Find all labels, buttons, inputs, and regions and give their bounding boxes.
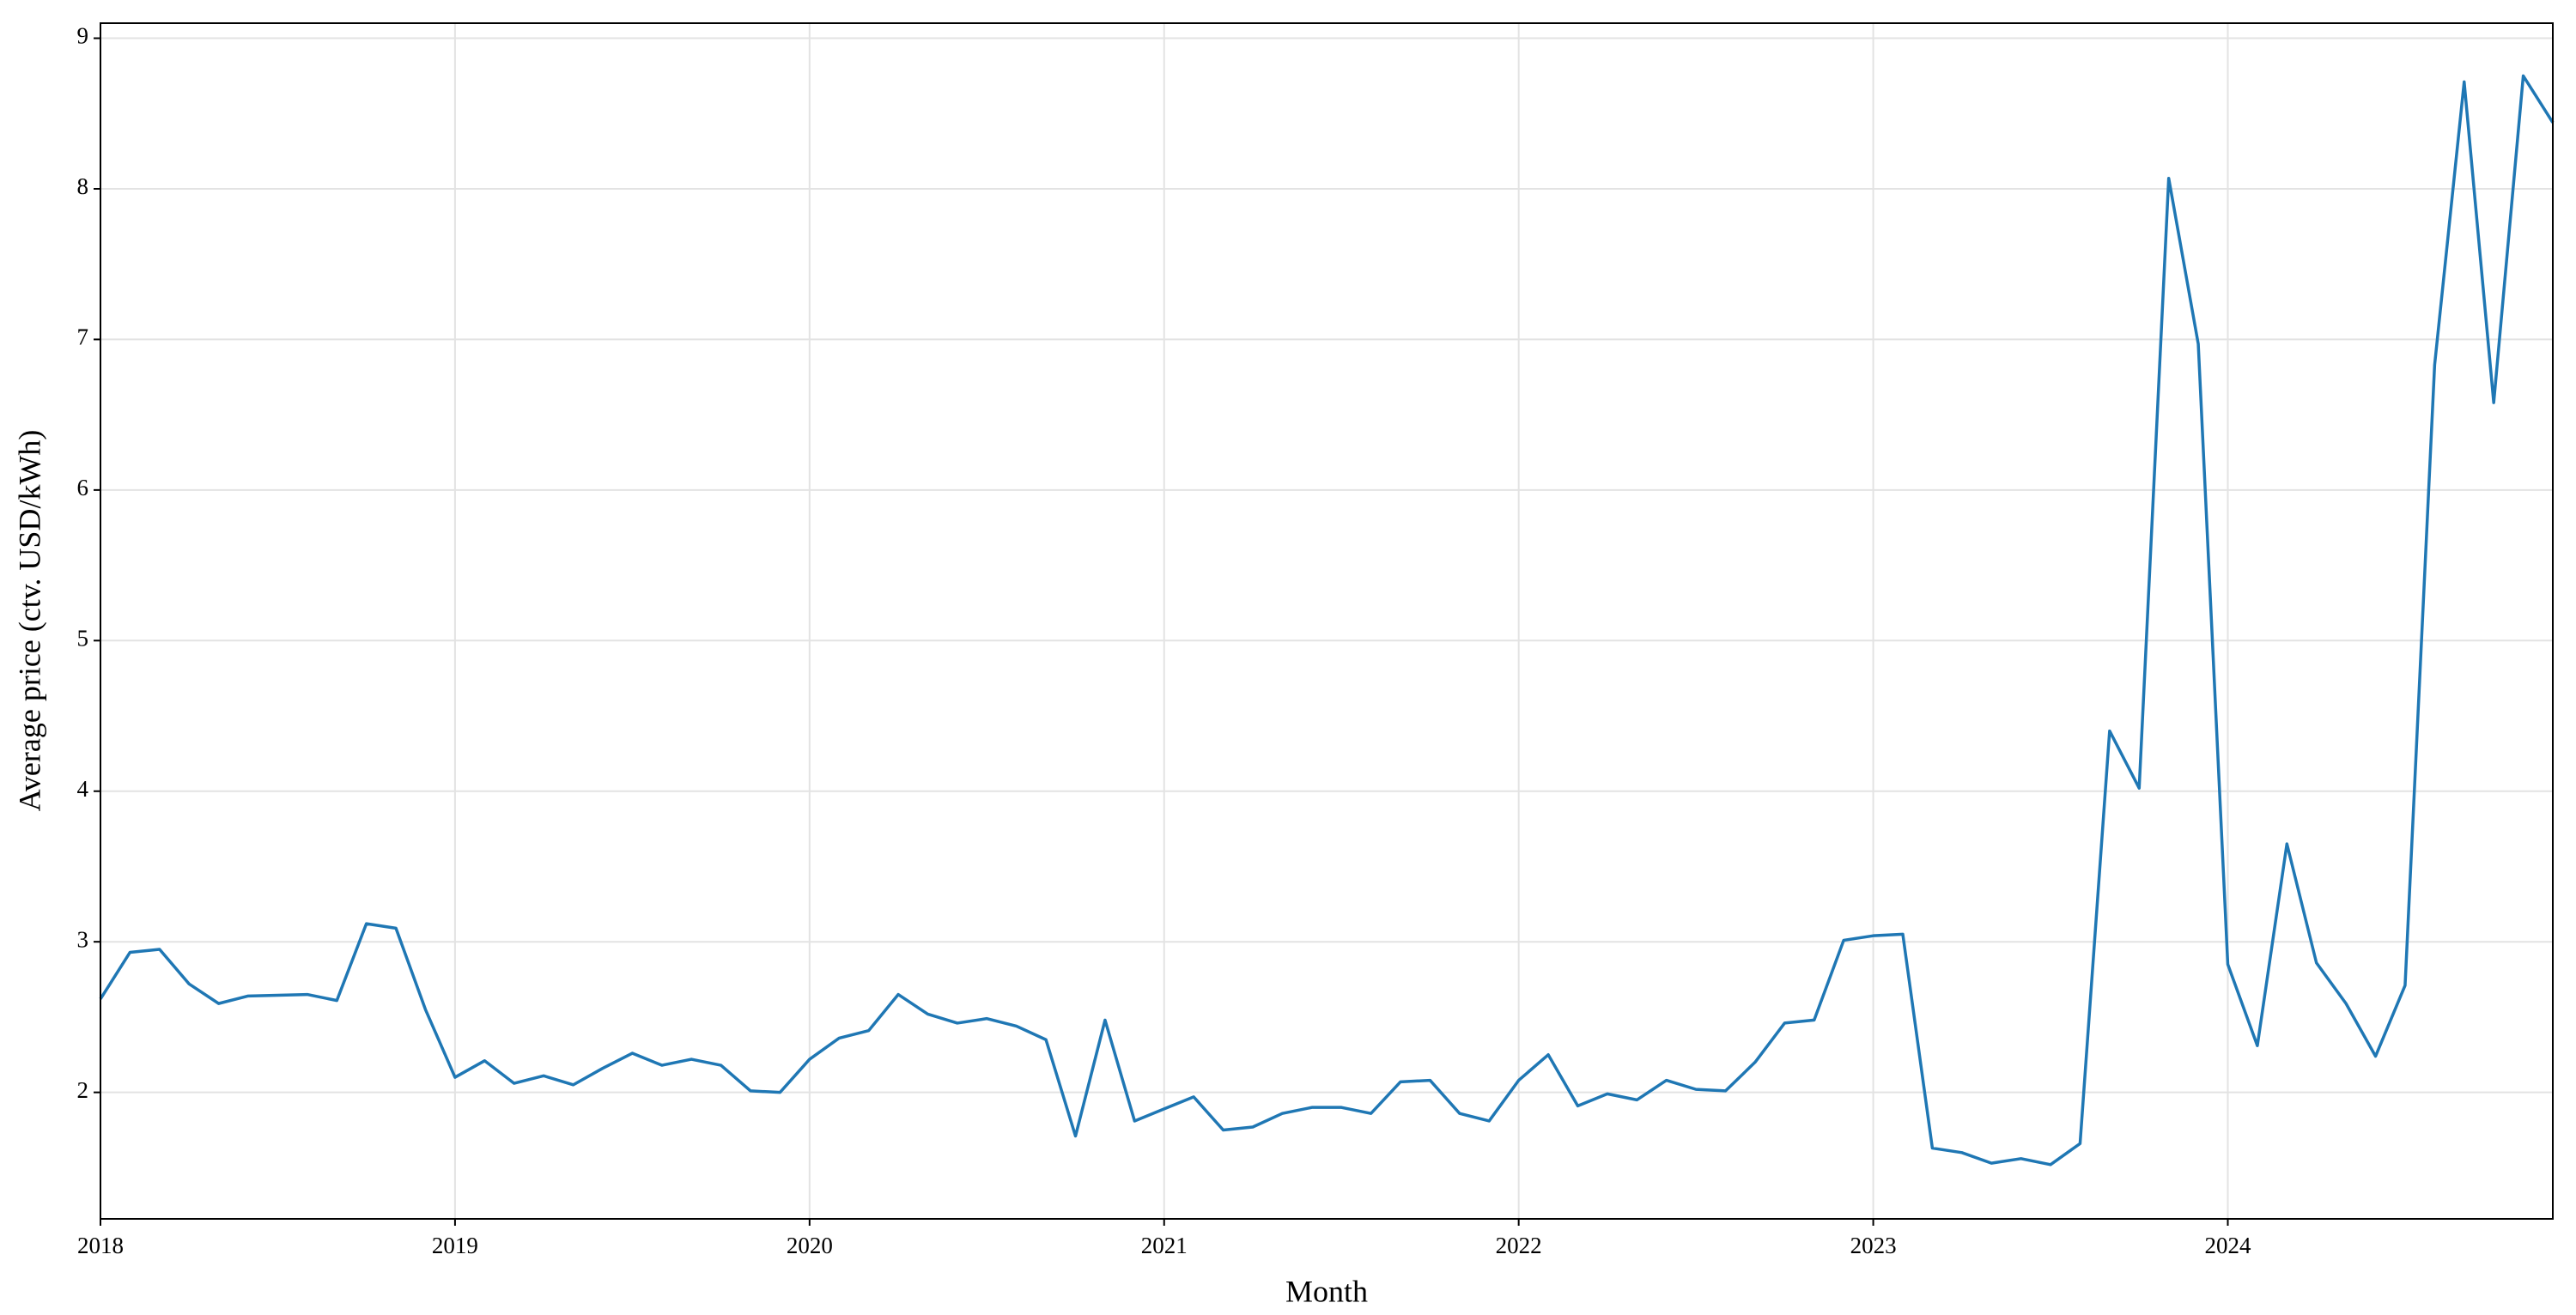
line	[99, 74, 2555, 1167]
x-tick-label: 2024	[2204, 1233, 2251, 1258]
x-tick-label: 2020	[787, 1233, 833, 1258]
y-tick-label: 4	[77, 776, 89, 802]
x-tick-label: 2018	[77, 1233, 124, 1258]
y-tick-label: 3	[77, 926, 89, 952]
y-tick-label: 8	[77, 173, 89, 199]
x-tick-label: 2022	[1496, 1233, 1542, 1258]
x-tick-label: 2019	[432, 1233, 478, 1258]
plot-frame	[100, 22, 2554, 1220]
y-tick-label: 2	[77, 1077, 89, 1103]
x-tick-label: 2021	[1141, 1233, 1188, 1258]
y-tick-label: 7	[77, 324, 89, 350]
y-tick-label: 6	[77, 475, 89, 500]
x-axis-label: Month	[1285, 1274, 1368, 1308]
y-tick-label: 5	[77, 626, 89, 651]
x-tick-label: 2023	[1850, 1233, 1897, 1258]
y-tick-label: 9	[77, 23, 89, 49]
y-axis-label: Average price (ctv. USD/kWh)	[12, 430, 46, 812]
